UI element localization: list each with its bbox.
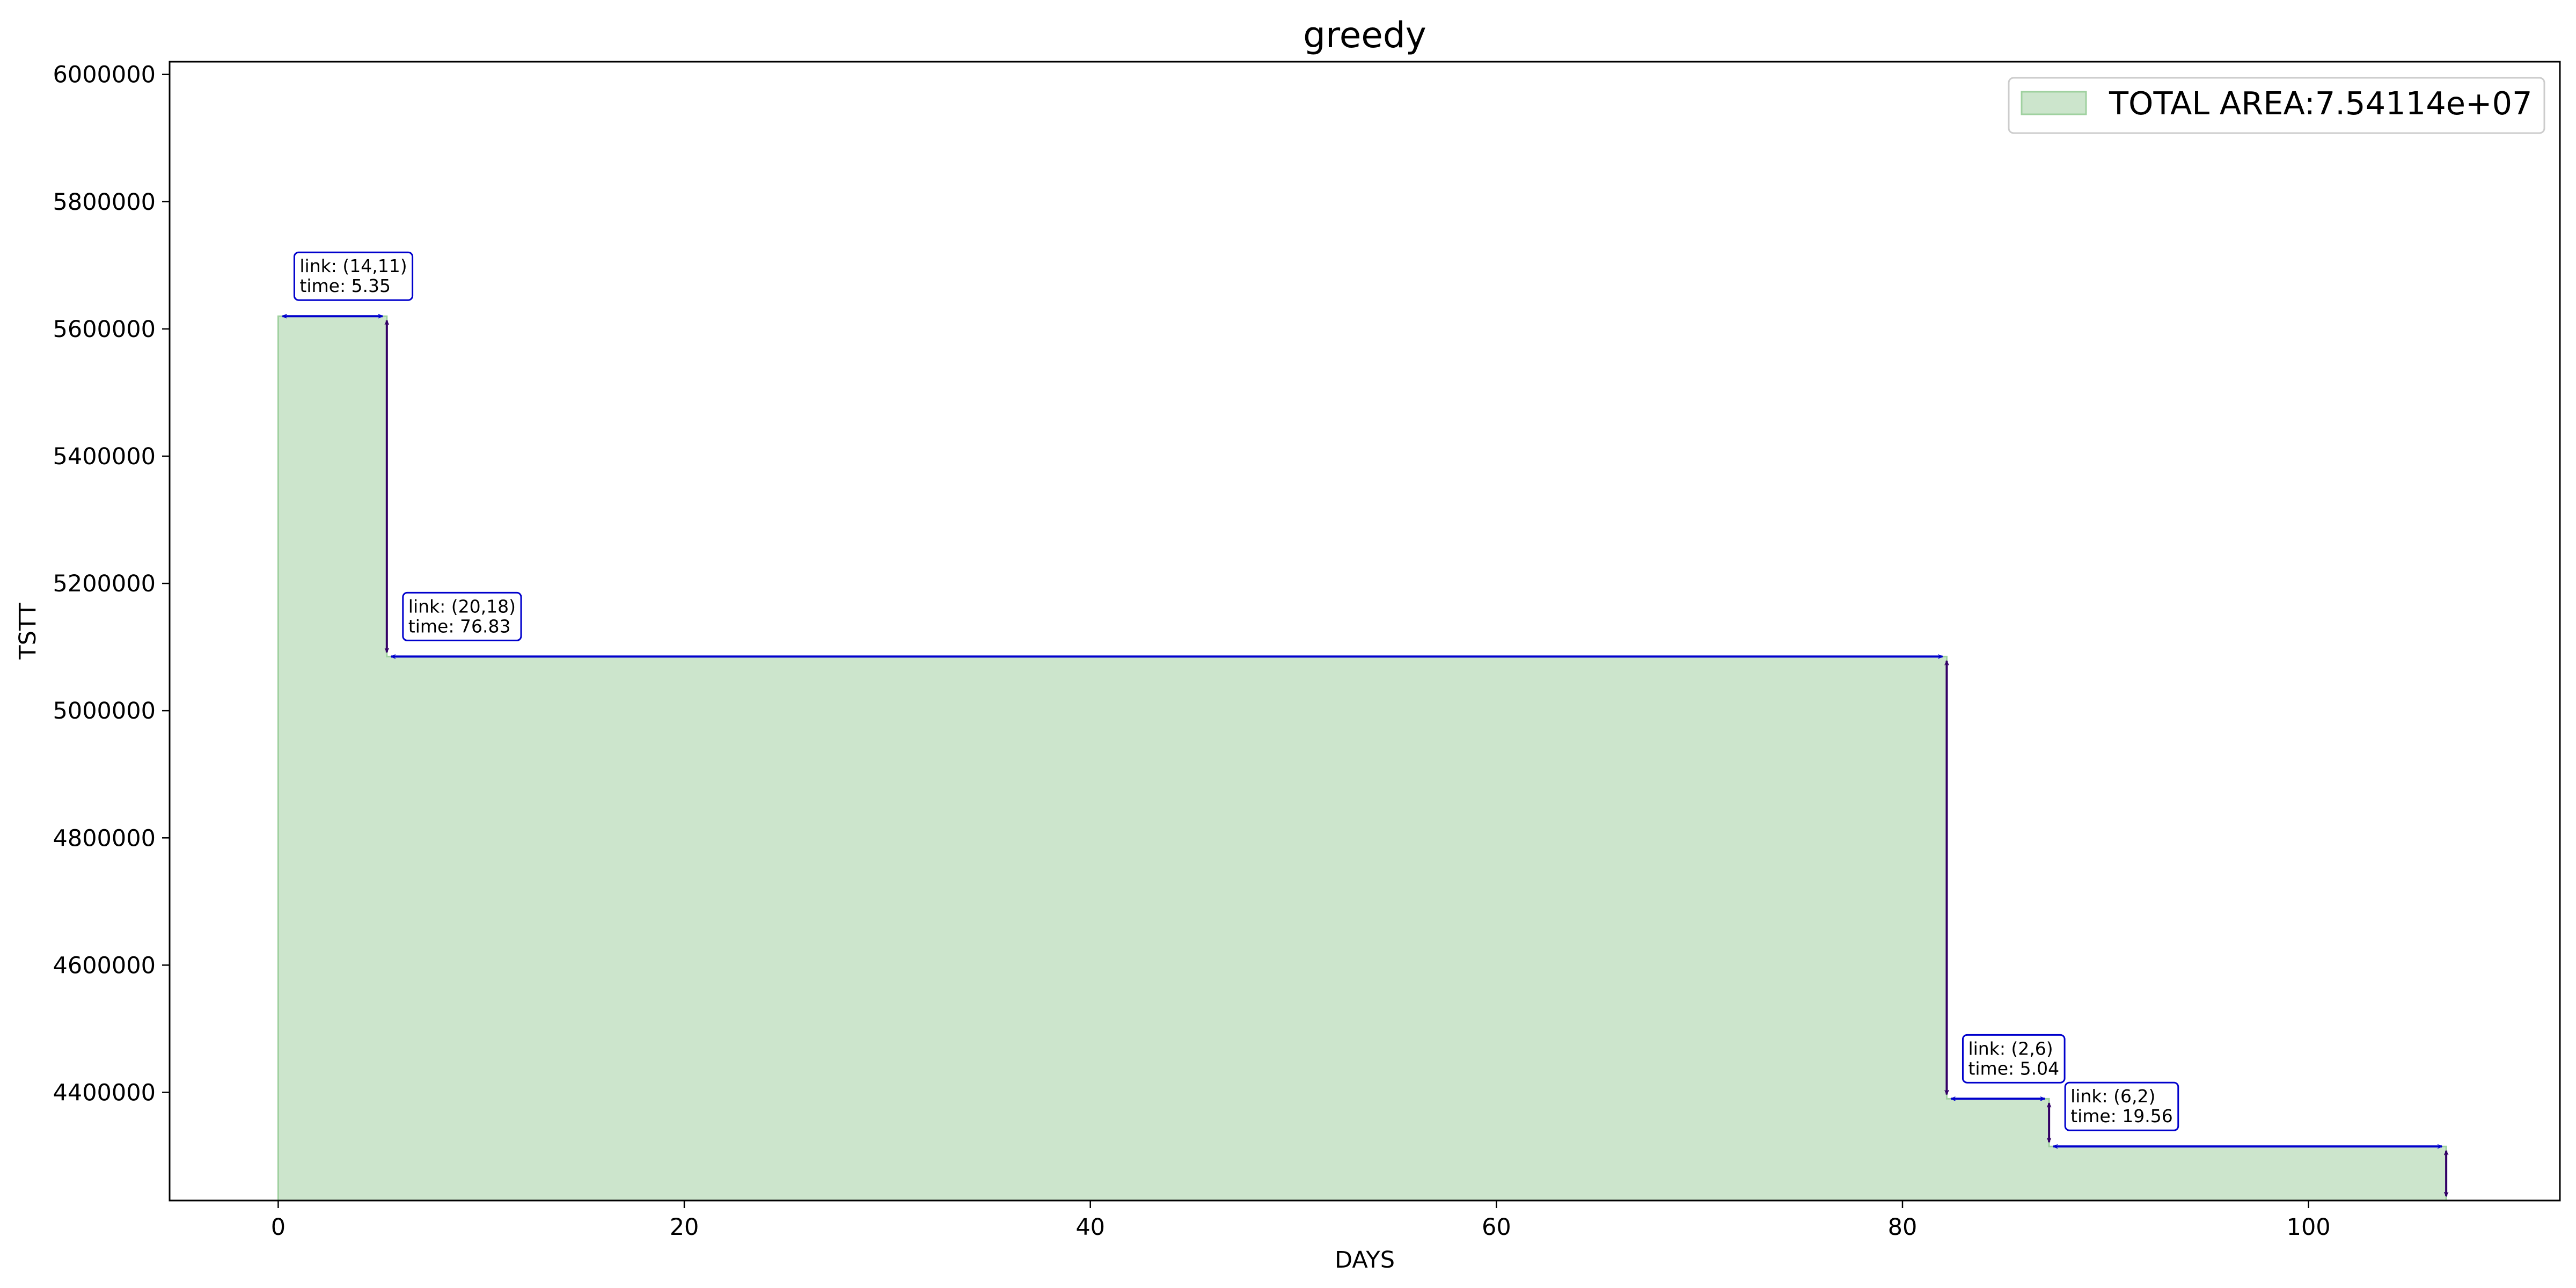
y-tick-label: 5800000 [53,189,156,216]
repair-annotation: link: (2,6)time: 5.04 [1951,1034,2066,1142]
annotation-box [2064,1081,2179,1131]
repair-annotation: link: (20,18)time: 76.83 [391,591,1947,1094]
annotation-time: time: 5.04 [1968,1058,2059,1079]
annotation-time: time: 76.83 [408,616,511,636]
repair-annotation: link: (14,11)time: 5.35 [282,251,414,652]
x-tick-label: 40 [1075,1214,1105,1241]
annotation-box [402,591,522,641]
plot-frame [169,61,2561,1202]
y-tick-label: 4400000 [53,1079,156,1106]
y-tick-label: 4600000 [53,952,156,979]
y-axis: 4400000 4600000 4800000 5000000 5200000 54000… [53,62,170,1106]
chart-title: greedy [1303,14,1426,56]
plot-area [277,315,2447,1201]
repair-annotation: link: (6,2)time: 19.56 [2053,1081,2446,1196]
x-tick-label: 60 [1482,1214,1511,1241]
y-tick-label: 6000000 [53,62,156,89]
annotation-link: link: (14,11) [299,255,407,276]
x-tick-label: 0 [271,1214,286,1241]
legend: TOTAL AREA:7.54114e+07 [2008,77,2545,134]
area-series [277,315,2447,1201]
x-tick-label: 100 [2287,1214,2331,1241]
annotation-link: link: (6,2) [2070,1086,2155,1107]
x-tick-label: 20 [670,1214,699,1241]
legend-box [2008,77,2545,134]
annotation-link: link: (2,6) [1968,1038,2053,1059]
y-tick-label: 5400000 [53,443,156,470]
annotation-box [1962,1034,2066,1084]
legend-swatch [2021,91,2087,115]
annotation-link: link: (20,18) [408,596,516,617]
y-tick-label: 5600000 [53,316,156,343]
annotation-time: time: 5.35 [299,275,391,296]
y-axis-label: TSTT [14,603,41,660]
legend-label: TOTAL AREA:7.54114e+07 [2109,85,2533,122]
x-axis-label: DAYS [1335,1247,1395,1274]
y-tick-label: 5000000 [53,698,156,724]
annotation-box [293,251,414,301]
y-tick-label: 5200000 [53,570,156,597]
y-tick-label: 4800000 [53,825,156,852]
annotation-time: time: 19.56 [2070,1106,2173,1126]
x-tick-label: 80 [1888,1214,1918,1241]
x-axis: 0 20 40 60 80 100 [271,1201,2331,1241]
